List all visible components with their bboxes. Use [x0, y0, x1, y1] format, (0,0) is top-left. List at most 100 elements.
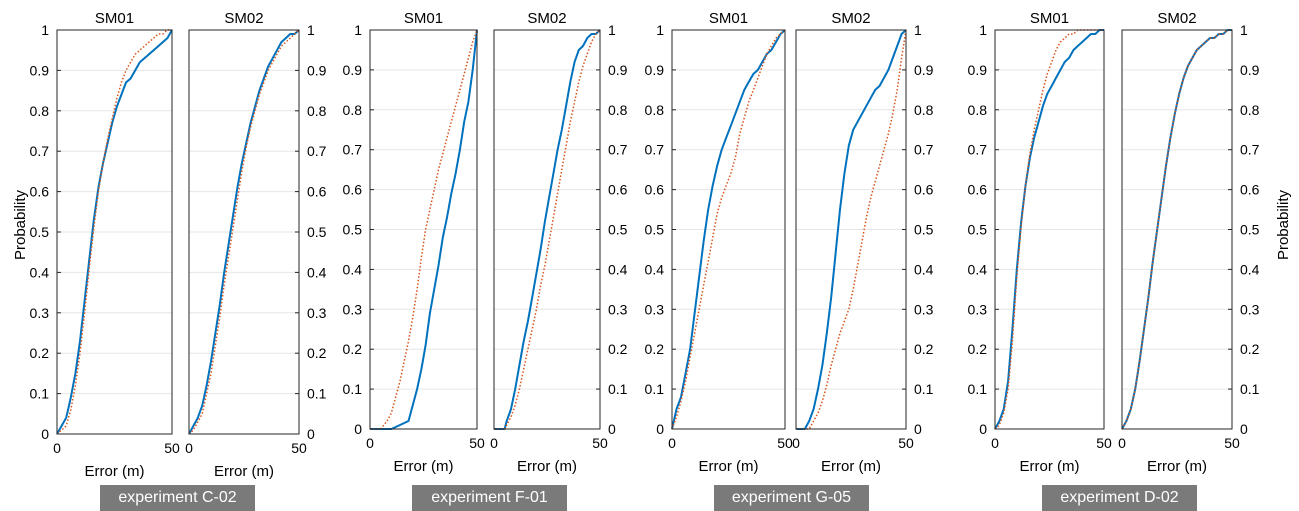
- y-tick-label: 0.3: [968, 301, 988, 317]
- y-tick-label: 0.2: [1240, 341, 1260, 357]
- y-tick-label: 0.4: [968, 261, 988, 277]
- x-tick-label: 50: [592, 435, 608, 451]
- y-tick-label: 0.4: [343, 261, 363, 277]
- y-tick-label: 0.7: [1240, 142, 1260, 158]
- y-tick-label: 1: [608, 22, 616, 38]
- x-axis-label: Error (m): [394, 458, 454, 475]
- y-tick-label: 0.7: [343, 142, 363, 158]
- y-tick-label: 0.2: [608, 341, 628, 357]
- x-tick-label: 50: [469, 435, 485, 451]
- y-tick-label: 0.3: [30, 305, 50, 321]
- y-tick-label: 1: [307, 22, 315, 38]
- y-tick-label: 0.4: [608, 261, 628, 277]
- y-axis-label: Probability: [12, 189, 29, 260]
- y-tick-label: 1: [656, 22, 664, 38]
- y-tick-label: 0.4: [307, 264, 327, 280]
- y-tick-label: 0.5: [307, 224, 327, 240]
- panel-title: SM01: [1030, 10, 1069, 27]
- y-tick-label: 0.3: [608, 301, 628, 317]
- experiment-label: experiment C-02: [100, 485, 255, 511]
- panel-title: SM01: [709, 10, 748, 27]
- y-tick-label: 1: [914, 22, 922, 38]
- y-tick-label: 0.5: [914, 222, 934, 238]
- y-tick-label: 0.3: [343, 301, 363, 317]
- x-tick-label: 50: [291, 440, 307, 456]
- y-tick-label: 0: [1240, 421, 1248, 437]
- y-tick-label: 0: [354, 421, 362, 437]
- panel-title: SM02: [527, 10, 566, 27]
- x-tick-label: 50: [1224, 435, 1240, 451]
- y-axis-label: Probability: [1275, 189, 1292, 260]
- y-tick-label: 0.3: [914, 301, 934, 317]
- y-tick-label: 0.4: [30, 264, 50, 280]
- y-tick-label: 0.8: [343, 102, 363, 118]
- y-tick-label: 0.4: [914, 261, 934, 277]
- x-tick-label: 50: [164, 440, 180, 456]
- y-tick-label: 0.2: [968, 341, 988, 357]
- y-tick-label: 0: [914, 421, 922, 437]
- experiment-label: experiment D-02: [1042, 485, 1197, 511]
- x-tick-label: 0: [185, 440, 193, 456]
- y-tick-label: 0.5: [30, 224, 50, 240]
- cdf-line-orange: [994, 29, 1104, 430]
- y-tick-label: 0.2: [30, 345, 50, 361]
- y-tick-label: 0.6: [968, 182, 988, 198]
- x-tick-label: 0: [991, 435, 999, 451]
- y-tick-label: 0.2: [645, 341, 665, 357]
- y-tick-label: 0.8: [1240, 102, 1260, 118]
- cdf-line-orange: [1121, 29, 1232, 430]
- y-tick-label: 0.9: [30, 62, 50, 78]
- y-tick-label: 0.1: [914, 381, 934, 397]
- y-tick-label: 1: [41, 22, 49, 38]
- cdf-line-orange: [671, 29, 786, 430]
- y-tick-label: 0.1: [968, 381, 988, 397]
- panel-title: SM02: [1157, 10, 1196, 27]
- y-tick-label: 0.6: [645, 182, 665, 198]
- x-axis-label: Error (m): [214, 463, 274, 480]
- panel-title: SM02: [224, 10, 263, 27]
- y-tick-label: 0.7: [30, 143, 50, 159]
- y-tick-label: 0.5: [343, 222, 363, 238]
- y-tick-label: 0.4: [1240, 261, 1260, 277]
- y-tick-label: 0: [41, 426, 49, 442]
- y-tick-label: 0.9: [645, 62, 665, 78]
- y-tick-label: 0.7: [968, 142, 988, 158]
- y-tick-label: 0.4: [645, 261, 665, 277]
- y-tick-label: 0.8: [307, 103, 327, 119]
- y-tick-label: 0: [307, 426, 315, 442]
- y-tick-label: 0.9: [343, 62, 363, 78]
- cdf-line-orange: [796, 29, 907, 430]
- x-axis-label: Error (m): [821, 458, 881, 475]
- y-tick-label: 0.6: [1240, 182, 1260, 198]
- y-tick-label: 1: [1240, 22, 1248, 38]
- y-tick-label: 0.6: [608, 182, 628, 198]
- cdf-line-blue: [56, 29, 173, 435]
- y-tick-label: 0.6: [30, 184, 50, 200]
- y-tick-label: 0.6: [307, 184, 327, 200]
- y-tick-label: 0.7: [645, 142, 665, 158]
- y-tick-label: 0.1: [645, 381, 665, 397]
- y-tick-label: 0.7: [608, 142, 628, 158]
- y-tick-label: 0.2: [343, 341, 363, 357]
- panel-title: SM01: [404, 10, 443, 27]
- y-tick-label: 0.2: [307, 345, 327, 361]
- cdf-line-blue: [370, 29, 478, 430]
- y-tick-label: 0.8: [968, 102, 988, 118]
- y-tick-label: 1: [979, 22, 987, 38]
- y-tick-label: 0: [656, 421, 664, 437]
- x-tick-label: 0: [1118, 435, 1126, 451]
- y-tick-label: 0.6: [343, 182, 363, 198]
- cdf-line-orange: [56, 29, 172, 435]
- y-tick-label: 0.1: [1240, 381, 1260, 397]
- x-tick-label: 0: [53, 440, 61, 456]
- y-tick-label: 0.5: [608, 222, 628, 238]
- y-tick-label: 0.1: [307, 386, 327, 402]
- y-tick-label: 0.1: [608, 381, 628, 397]
- y-tick-label: 1: [354, 22, 362, 38]
- y-tick-label: 0.1: [343, 381, 363, 397]
- panel-title: SM02: [831, 10, 870, 27]
- x-tick-label: 50: [898, 435, 914, 451]
- x-tick-label: 0: [792, 435, 800, 451]
- y-tick-label: 0.3: [307, 305, 327, 321]
